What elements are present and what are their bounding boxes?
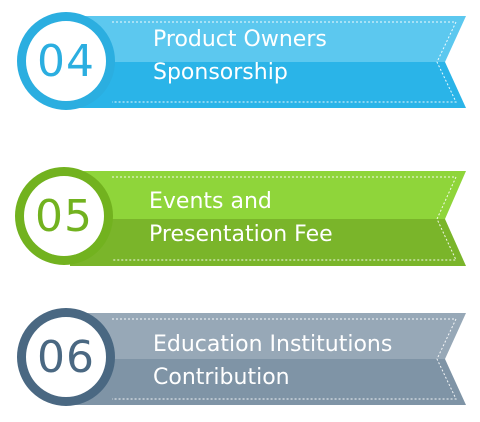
step-05-label: Events and Presentation Fee <box>149 185 333 251</box>
step-04: 04 Product Owners Sponsorship <box>0 0 480 140</box>
step-06-line1: Education Institutions <box>153 328 392 361</box>
step-05: 05 Events and Presentation Fee <box>0 151 480 291</box>
step-05-number: 05 <box>35 191 93 242</box>
step-05-circle: 05 <box>15 167 113 265</box>
step-06-line2: Contribution <box>153 361 392 394</box>
step-04-line1: Product Owners <box>153 23 327 56</box>
step-04-circle: 04 <box>17 12 115 110</box>
step-06-label: Education Institutions Contribution <box>153 328 392 394</box>
step-05-line1: Events and <box>149 185 333 218</box>
step-06-circle: 06 <box>17 308 115 406</box>
step-06-number: 06 <box>37 332 95 383</box>
step-06: 06 Education Institutions Contribution <box>0 291 480 422</box>
step-04-label: Product Owners Sponsorship <box>153 23 327 89</box>
step-05-line2: Presentation Fee <box>149 218 333 251</box>
step-04-line2: Sponsorship <box>153 56 327 89</box>
step-04-number: 04 <box>37 36 95 87</box>
